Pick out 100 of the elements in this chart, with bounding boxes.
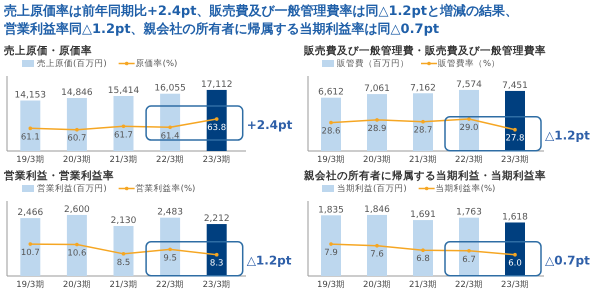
data-label: 28.7 [414, 126, 432, 136]
x-tick-label: 23/3期 [500, 279, 530, 290]
data-label: 6.8 [416, 254, 430, 264]
chart-title: 販売費及び一般管理費・販売費及び一般管理費率 [303, 44, 546, 57]
legend-label: 売上原価(百万円) [37, 58, 107, 69]
data-label: 7.6 [370, 250, 384, 260]
x-tick-label: 22/3期 [156, 154, 184, 165]
data-label: 9.5 [163, 253, 177, 264]
point [122, 124, 126, 128]
point [375, 118, 379, 122]
data-label: 27.8 [506, 134, 524, 144]
data-label: 7,061 [364, 84, 390, 94]
x-tick-label: 19/3期 [16, 279, 44, 290]
chart-title: 売上原価・原価率 [4, 44, 92, 57]
data-label: 28.6 [322, 126, 340, 137]
x-tick-label: 22/3期 [454, 279, 484, 290]
data-label: 1,763 [456, 208, 482, 218]
data-label: 2,212 [204, 214, 230, 224]
data-label: 14,153 [14, 90, 46, 100]
data-label: 63.8 [207, 123, 226, 134]
data-label: 7,574 [456, 80, 482, 90]
bar [413, 220, 433, 276]
point [513, 128, 517, 132]
x-tick-label: 20/3期 [362, 279, 392, 290]
data-label: 17,112 [200, 80, 232, 90]
data-label: 1,691 [410, 210, 436, 220]
point [28, 242, 32, 246]
bar [367, 214, 387, 276]
data-label: 6.0 [508, 258, 522, 269]
data-label: 61.4 [160, 131, 180, 142]
data-label: 1,618 [502, 212, 528, 222]
data-label: 61.1 [20, 132, 40, 142]
point [421, 248, 425, 252]
data-label: 6.7 [462, 254, 476, 265]
x-tick-label: 23/3期 [202, 154, 231, 165]
data-label: 1,846 [364, 204, 390, 215]
legend-label: 当期利益率(%) [436, 183, 496, 194]
x-tick-label: 20/3期 [62, 154, 91, 165]
text: △1.2pt [246, 254, 292, 268]
data-label: 15,414 [108, 86, 140, 96]
point [75, 128, 79, 132]
x-tick-label: 20/3期 [62, 279, 91, 290]
x-tick-label: 19/3期 [316, 154, 346, 165]
text: +2.4pt [246, 118, 293, 132]
legend-label: 原価率(%) [136, 58, 178, 69]
point [467, 248, 471, 253]
text: 売上原価率は前年同期比+2.4pt、販売費及び一般管理費率は同△1.2ptと増減の結果、 [4, 3, 518, 19]
data-label: 8.5 [116, 258, 130, 268]
x-tick-label: 21/3期 [408, 154, 438, 165]
data-label: 61.7 [114, 130, 133, 140]
chart-title: 親会社の所有者に帰属する当期利益・当期利益率 [303, 169, 546, 182]
x-tick-label: 21/3期 [109, 279, 138, 290]
data-label: 2,483 [157, 208, 183, 218]
x-tick-label: 19/3期 [316, 279, 346, 290]
bar [505, 222, 525, 276]
text: △1.2pt [545, 128, 590, 143]
data-label: 7.9 [324, 248, 338, 258]
bar [114, 226, 134, 276]
data-label: 1,835 [318, 205, 344, 216]
x-tick-label: 21/3期 [408, 279, 438, 290]
text: 営業利益率同△1.2pt、親会社の所有者に帰属する当期利益率は同△0.7pt [4, 21, 440, 37]
data-label: 60.7 [67, 134, 86, 144]
data-label: 29.0 [460, 123, 478, 134]
point [214, 117, 218, 121]
point [513, 252, 517, 256]
point [329, 242, 333, 246]
point [168, 248, 172, 252]
text: △0.7pt [545, 254, 590, 268]
point [75, 242, 79, 246]
x-tick-label: 23/3期 [202, 279, 231, 290]
x-tick-label: 20/3期 [362, 154, 392, 165]
data-label: 7,451 [502, 80, 528, 91]
bar [459, 218, 479, 276]
data-label: 8.3 [210, 258, 224, 269]
bar [321, 215, 341, 276]
x-tick-label: 22/3期 [454, 154, 484, 165]
legend-label: 当期利益(百万円) [337, 183, 407, 194]
data-label: 6,612 [318, 88, 344, 98]
point [168, 125, 172, 130]
data-label: 2,130 [110, 216, 137, 226]
point [214, 252, 218, 256]
legend-label: 販管費（百万円） [337, 58, 409, 69]
x-tick-label: 19/3期 [16, 154, 44, 165]
legend-label: 営業利益(百万円) [37, 183, 107, 194]
point [375, 244, 379, 248]
data-label: 28.9 [368, 124, 386, 134]
data-label: 2,466 [17, 208, 44, 218]
legend-label: 販管費率（%） [438, 58, 500, 69]
bar [20, 218, 40, 276]
point [467, 117, 471, 121]
data-label: 10.7 [20, 248, 40, 258]
data-label: 16,055 [154, 84, 186, 94]
point [421, 120, 425, 124]
legend-label: 営業利益率(%) [136, 183, 196, 194]
bar [160, 218, 180, 276]
chart-title: 営業利益・営業利益率 [4, 169, 114, 182]
data-label: 7,162 [410, 83, 436, 94]
point [329, 120, 333, 124]
point [122, 252, 126, 256]
data-label: 14,846 [61, 88, 93, 98]
